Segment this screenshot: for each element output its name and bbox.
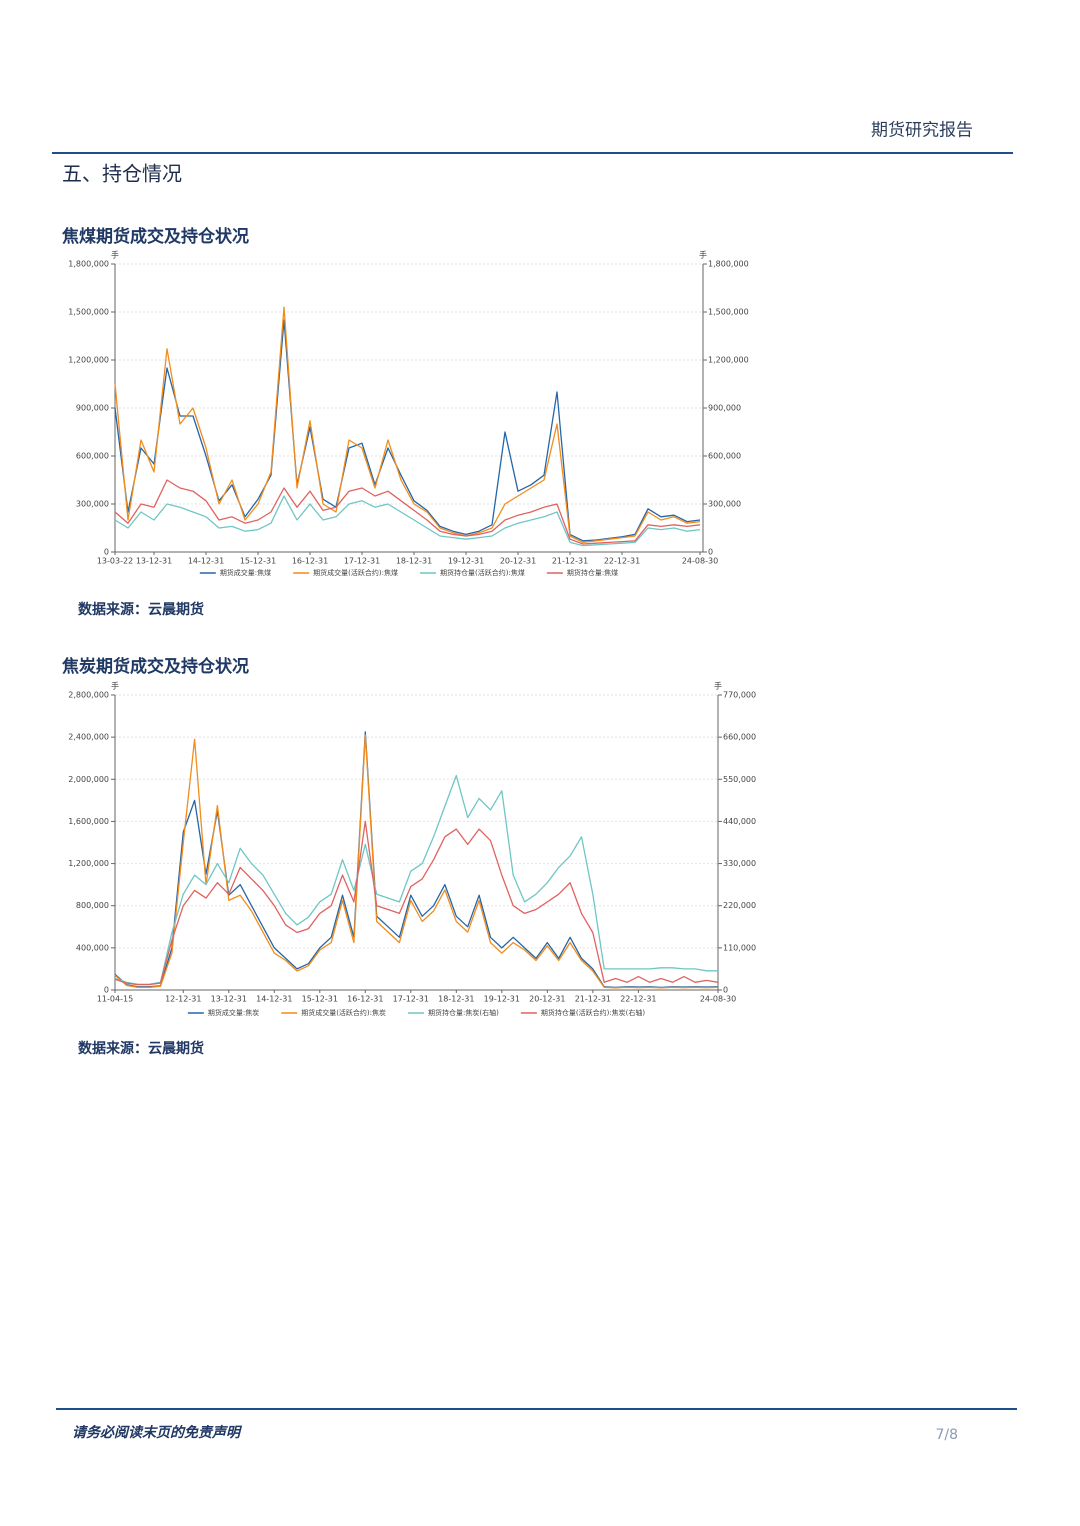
y-tick-label: 1,600,000 — [68, 817, 109, 826]
y-unit: 手 — [111, 250, 119, 260]
chart-title: 焦煤期货成交及持仓状况 — [61, 226, 249, 247]
x-tick-label: 24-08-30 — [700, 995, 736, 1004]
x-tick-label: 22-12-31 — [604, 557, 640, 566]
series-line — [114, 495, 701, 547]
y-tick-label: 1,200,000 — [68, 356, 109, 365]
y2-tick-label: 1,800,000 — [708, 260, 749, 269]
y2-tick-label: 220,000 — [723, 901, 756, 910]
x-tick-label: 18-12-31 — [438, 995, 474, 1004]
y2-tick-label: 300,000 — [708, 500, 741, 509]
x-tick-label: 13-12-31 — [136, 557, 172, 566]
y-tick-label: 600,000 — [76, 452, 109, 461]
x-tick-label: 13-12-31 — [211, 995, 247, 1004]
y-tick-label: 2,800,000 — [68, 691, 109, 700]
y2-tick-label: 550,000 — [723, 775, 756, 784]
series-line — [114, 820, 719, 986]
y2-tick-label: 440,000 — [723, 817, 756, 826]
x-tick-label: 20-12-31 — [500, 557, 536, 566]
y-tick-label: 1,500,000 — [68, 308, 109, 317]
legend-label: 期货成交量(活跃合约):焦炭 — [301, 1008, 386, 1017]
y2-tick-label: 110,000 — [723, 943, 756, 952]
y-tick-label: 300,000 — [76, 500, 109, 509]
page-number: 7/8 — [935, 1427, 958, 1443]
x-tick-label: 15-12-31 — [302, 995, 338, 1004]
y2-tick-label: 660,000 — [723, 733, 756, 742]
series-line — [114, 306, 701, 544]
x-tick-label: 20-12-31 — [529, 995, 565, 1004]
y-tick-label: 2,000,000 — [68, 775, 109, 784]
footer-disclaimer: 请务必阅读末页的免责声明 — [72, 1424, 243, 1441]
y2-tick-label: 600,000 — [708, 452, 741, 461]
x-tick-label: 12-12-31 — [165, 995, 201, 1004]
y2-tick-label: 330,000 — [723, 859, 756, 868]
x-tick-label: 22-12-31 — [620, 995, 656, 1004]
y-tick-label: 1,200,000 — [68, 859, 109, 868]
x-tick-label: 13-03-22 — [97, 557, 133, 566]
x-tick-label: 14-12-31 — [256, 995, 292, 1004]
y2-tick-label: 1,200,000 — [708, 356, 749, 365]
y2-tick-label: 770,000 — [723, 691, 756, 700]
legend-label: 期货持仓量:焦煤 — [567, 568, 618, 577]
x-tick-label: 17-12-31 — [344, 557, 380, 566]
y-tick-label: 0 — [104, 548, 109, 557]
x-tick-label: 21-12-31 — [552, 557, 588, 566]
x-tick-label: 19-12-31 — [448, 557, 484, 566]
y2-unit: 手 — [714, 681, 722, 691]
legend-label: 期货成交量:焦炭 — [208, 1008, 259, 1017]
x-tick-label: 11-04-15 — [97, 995, 133, 1004]
x-tick-label: 21-12-31 — [575, 995, 611, 1004]
y-tick-label: 0 — [104, 986, 109, 995]
y-tick-label: 400,000 — [76, 943, 109, 952]
y-tick-label: 800,000 — [76, 901, 109, 910]
x-tick-label: 15-12-31 — [240, 557, 276, 566]
section-title: 五、持仓情况 — [62, 162, 182, 186]
x-tick-label: 16-12-31 — [292, 557, 328, 566]
chart-title: 焦炭期货成交及持仓状况 — [61, 656, 249, 677]
x-tick-label: 24-08-30 — [682, 557, 718, 566]
legend-label: 期货成交量:焦煤 — [220, 568, 271, 577]
x-tick-label: 17-12-31 — [393, 995, 429, 1004]
legend-label: 期货持仓量(活跃合约):焦炭(右轴) — [541, 1008, 646, 1017]
chart-source: 数据来源：云晨期货 — [78, 601, 204, 618]
y-tick-label: 900,000 — [76, 404, 109, 413]
y2-tick-label: 1,500,000 — [708, 308, 749, 317]
legend-label: 期货持仓量(活跃合约):焦煤 — [440, 568, 525, 577]
series-line — [114, 734, 719, 989]
x-tick-label: 16-12-31 — [347, 995, 383, 1004]
legend-label: 期货持仓量:焦炭(右轴) — [428, 1008, 499, 1017]
x-tick-label: 19-12-31 — [484, 995, 520, 1004]
y-tick-label: 2,400,000 — [68, 733, 109, 742]
y2-tick-label: 900,000 — [708, 404, 741, 413]
header-title: 期货研究报告 — [871, 121, 973, 141]
x-tick-label: 14-12-31 — [188, 557, 224, 566]
y-unit: 手 — [111, 681, 119, 691]
y2-tick-label: 0 — [723, 986, 728, 995]
chart-source: 数据来源：云晨期货 — [78, 1040, 204, 1057]
series-line — [114, 731, 719, 989]
series-line — [114, 479, 701, 545]
y2-unit: 手 — [699, 250, 707, 260]
series-line — [114, 319, 701, 542]
y2-tick-label: 0 — [708, 548, 713, 557]
y-tick-label: 1,800,000 — [68, 260, 109, 269]
legend-label: 期货成交量(活跃合约):焦煤 — [313, 568, 398, 577]
series-line — [114, 774, 718, 985]
x-tick-label: 18-12-31 — [396, 557, 432, 566]
